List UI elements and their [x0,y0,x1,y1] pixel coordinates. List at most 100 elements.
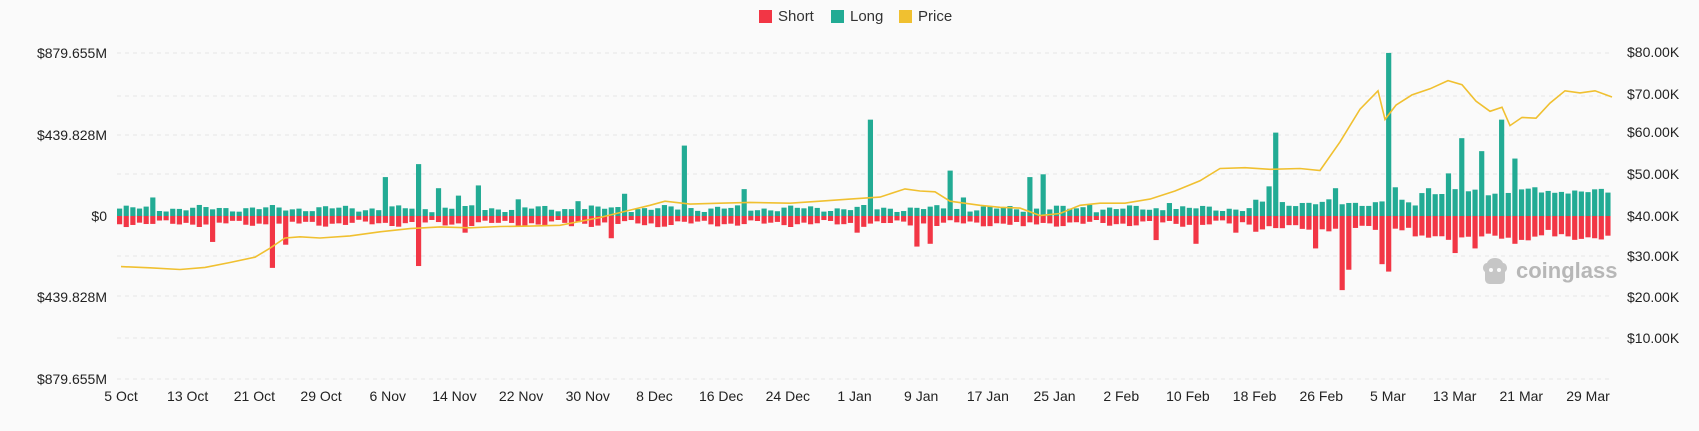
long-bar [276,207,282,216]
short-bar [1406,216,1412,228]
short-bar [1193,216,1199,244]
long-bar [216,207,222,216]
long-bar [1000,207,1006,216]
long-bar [1053,205,1060,216]
short-bar [728,216,734,224]
long-bar [1040,174,1046,216]
short-bar [1525,216,1531,241]
short-bar [402,216,408,224]
short-bar [994,216,1000,224]
short-bar [814,216,820,224]
short-bar [628,216,634,221]
long-bar [1073,208,1079,216]
short-bar [170,216,176,224]
short-bar [827,216,834,221]
long-bar [1339,204,1345,216]
left-axis-tick: $879.655M [37,371,107,387]
x-axis-tick: 24 Dec [766,388,810,404]
short-bar [283,216,289,245]
long-bar [1233,209,1239,216]
short-bar [1047,216,1053,224]
short-bar [356,216,362,220]
long-bar [907,207,913,216]
legend-long[interactable]: Long [831,8,883,25]
long-bar [475,185,481,216]
short-bar [223,216,229,224]
long-bar [1299,202,1305,216]
short-bar [920,216,927,224]
short-bar [1266,216,1272,227]
long-bar [1332,188,1339,216]
right-axis-tick: $50.00K [1627,166,1680,182]
long-bar [382,177,388,216]
long-bar [1239,211,1246,216]
short-bar [1425,216,1432,238]
short-bar [309,216,315,222]
short-bar [1239,216,1246,223]
long-bar [675,209,681,216]
long-bar [980,206,986,216]
short-bar [1459,216,1465,238]
long-bar [954,208,960,216]
short-bars [117,216,1611,291]
long-bar [934,205,940,216]
long-bar [1386,52,1392,217]
long-bar [1133,205,1139,216]
long-bar [1200,205,1206,216]
right-axis-tick: $40.00K [1627,208,1680,224]
long-bar [648,209,654,216]
long-bar [1465,191,1472,216]
long-bar [535,206,541,216]
short-bar [229,216,236,221]
short-bar [801,216,807,223]
long-bar [1286,205,1292,216]
short-bar [602,216,608,223]
short-bar [1359,216,1365,226]
long-bar [1445,173,1452,216]
short-bar [1113,216,1119,225]
short-bar [203,216,209,225]
short-bar [1552,216,1558,237]
short-bar [1472,216,1478,249]
long-bar [1246,208,1252,216]
short-bar [1505,216,1511,238]
short-bar [535,216,541,225]
short-bar [1140,216,1146,222]
long-bar [1126,205,1133,216]
short-bar [1412,216,1418,237]
short-bar [1293,216,1299,226]
short-bar [509,216,515,223]
long-bar [781,207,787,216]
long-bar [1419,193,1425,216]
long-bar [369,208,375,216]
long-bar [1598,188,1604,216]
short-bar [841,216,847,225]
x-axis: 5 Oct 13 Oct 21 Oct 29 Oct 6 Nov 14 Nov 22 Nov… [104,388,1610,404]
left-axis-tick: $879.655M [37,45,107,61]
short-bar [548,216,555,222]
long-bar [1359,205,1365,216]
short-bar [934,216,940,226]
short-bar [1598,216,1604,240]
short-bar [688,216,694,224]
legend-short[interactable]: Short [759,8,814,25]
long-bar [389,206,395,216]
long-bar [861,204,867,216]
long-bar [196,204,202,216]
long-bar [562,209,568,216]
long-bar [1047,209,1053,216]
long-bar [1605,192,1611,216]
short-bar [568,216,575,227]
legend-price[interactable]: Price [899,8,952,25]
long-bar [1306,202,1312,216]
short-bar [462,216,468,233]
short-bar [940,216,947,223]
short-bar [210,216,216,242]
long-bar [1558,191,1565,216]
long-bar [269,205,276,216]
long-bar [602,208,608,216]
short-bar [1067,216,1073,223]
short-bar [960,216,967,224]
long-bar [821,211,827,216]
long-bar [774,211,780,216]
